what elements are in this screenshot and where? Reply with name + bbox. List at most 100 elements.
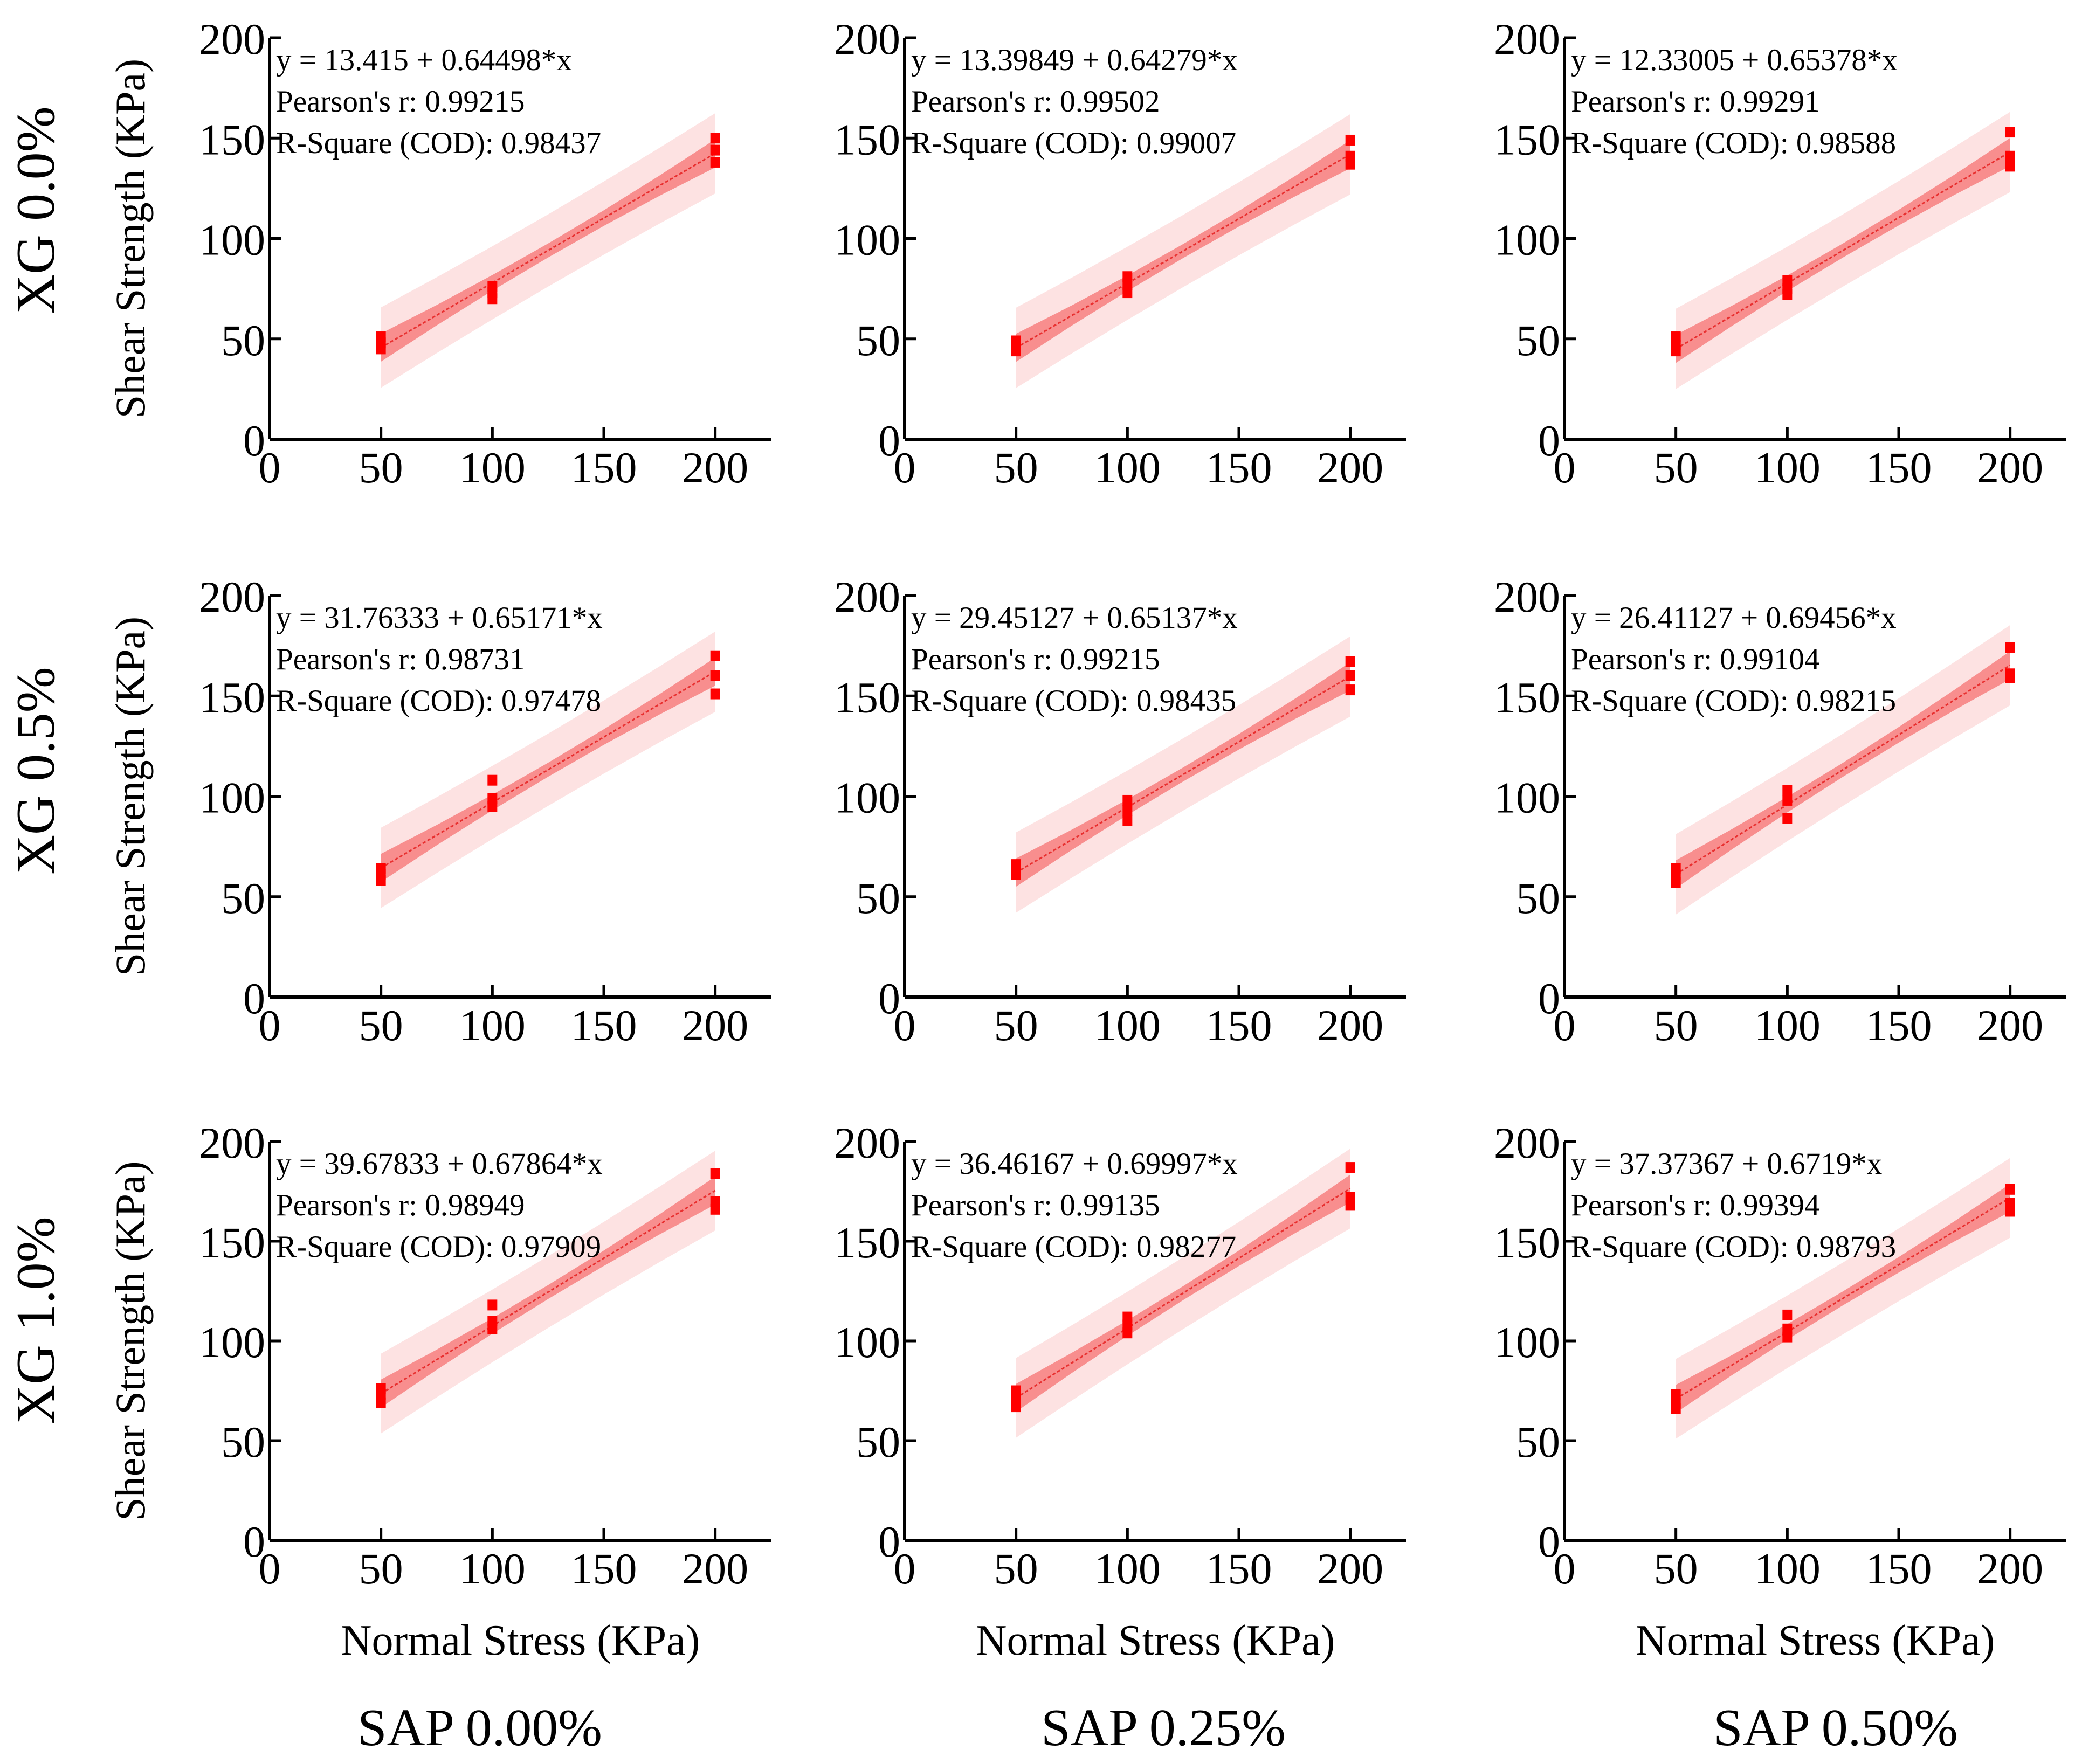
y-axis-title: Shear Strength (KPa) — [107, 1161, 154, 1520]
data-point — [1345, 656, 1355, 667]
fit-equation: y = 26.41127 + 0.69456*x — [1571, 601, 1897, 635]
x-tick-label: 150 — [1866, 443, 1932, 492]
confidence-band — [1016, 662, 1350, 887]
row-label-xg: XG 0.5% — [5, 667, 66, 874]
chart-panel: 0 50 100 150 200 0 50 100 150 200 y = 12.33005 + 0… — [1494, 15, 2066, 492]
data-point — [2005, 161, 2015, 172]
fit-equation: y = 13.39849 + 0.64279*x — [911, 43, 1238, 77]
fit-equation: y = 31.76333 + 0.65171*x — [276, 601, 603, 635]
data-point — [710, 1196, 720, 1207]
y-tick-label: 0 — [243, 974, 265, 1023]
y-tick-label: 200 — [834, 15, 900, 64]
y-tick-label: 200 — [199, 15, 265, 64]
x-tick-label: 50 — [359, 1544, 403, 1593]
data-point — [1122, 1311, 1133, 1323]
x-tick-label: 200 — [1977, 1544, 2043, 1593]
data-point — [710, 1168, 720, 1179]
y-tick-label: 0 — [878, 416, 900, 465]
y-tick-label: 50 — [221, 874, 265, 923]
y-tick-label: 200 — [199, 1118, 265, 1167]
x-tick-label: 150 — [1206, 1544, 1272, 1593]
data-point — [1782, 275, 1793, 286]
x-tick-label: 200 — [1977, 1001, 2043, 1050]
col-label-sap: SAP 0.50% — [1713, 1699, 1958, 1757]
x-tick-label: 50 — [1654, 443, 1698, 492]
pearson-r: Pearson's r: 0.99394 — [1571, 1188, 1819, 1222]
fit-line — [1015, 1187, 1351, 1399]
data-point — [1782, 1323, 1793, 1334]
x-axis-title: Normal Stress (KPa) — [341, 1617, 700, 1664]
x-tick-label: 200 — [682, 1544, 748, 1593]
chart-panel: 0 50 100 150 200 0 50 100 150 200 y = 26.41127 + 0… — [1494, 572, 2066, 1050]
fit-equation: y = 39.67833 + 0.67864*x — [276, 1147, 603, 1181]
confidence-band — [381, 658, 715, 882]
x-axis-title: Normal Stress (KPa) — [976, 1617, 1335, 1664]
x-tick-label: 100 — [1754, 443, 1821, 492]
y-tick-label: 50 — [856, 316, 900, 365]
fit-equation: y = 12.33005 + 0.65378*x — [1571, 43, 1898, 77]
confidence-band — [381, 139, 715, 362]
data-point — [1122, 815, 1133, 826]
x-tick-label: 150 — [1206, 443, 1272, 492]
r-square: R-Square (COD): 0.99007 — [911, 126, 1236, 160]
y-tick-label: 50 — [221, 316, 265, 365]
y-tick-label: 50 — [221, 1417, 265, 1466]
data-point — [1345, 1192, 1355, 1203]
r-square: R-Square (COD): 0.98435 — [911, 684, 1236, 718]
x-tick-label: 150 — [1206, 1001, 1272, 1050]
y-tick-label: 100 — [199, 1318, 265, 1367]
data-point — [1011, 1385, 1021, 1396]
r-square: R-Square (COD): 0.97909 — [276, 1230, 601, 1264]
data-point — [710, 156, 720, 168]
y-tick-label: 200 — [834, 1118, 900, 1167]
x-tick-label: 200 — [1317, 1544, 1383, 1593]
data-point — [1671, 863, 1681, 874]
y-tick-label: 0 — [1538, 974, 1560, 1023]
y-axis-title: Shear Strength (KPa) — [107, 617, 154, 976]
y-tick-label: 100 — [834, 1318, 900, 1367]
x-tick-label: 150 — [571, 443, 637, 492]
pearson-r: Pearson's r: 0.99215 — [911, 642, 1160, 676]
fit-equation: y = 29.45127 + 0.65137*x — [911, 601, 1238, 635]
x-tick-label: 0 — [259, 1544, 281, 1593]
y-tick-label: 200 — [834, 572, 900, 621]
data-point — [376, 863, 386, 874]
confidence-band — [1016, 140, 1350, 362]
chart-panel: 0 50 100 150 200 0 50 100 150 200 y = 13.415 + 0.6… — [107, 15, 771, 492]
data-point — [710, 144, 720, 156]
r-square: R-Square (COD): 0.98277 — [911, 1230, 1236, 1264]
y-tick-label: 100 — [199, 773, 265, 822]
x-axis-title: Normal Stress (KPa) — [1636, 1617, 1995, 1664]
r-square: R-Square (COD): 0.98793 — [1571, 1230, 1896, 1264]
x-tick-label: 0 — [894, 1544, 916, 1593]
data-point — [1345, 670, 1355, 681]
data-point — [1782, 785, 1793, 796]
y-tick-label: 200 — [1494, 572, 1560, 621]
data-point — [376, 331, 386, 343]
x-tick-label: 150 — [1866, 1544, 1932, 1593]
x-tick-label: 50 — [994, 443, 1038, 492]
data-point — [1122, 805, 1133, 816]
fit-equation: y = 36.46167 + 0.69997*x — [911, 1147, 1238, 1181]
r-square: R-Square (COD): 0.98588 — [1571, 126, 1896, 160]
fit-line — [380, 1189, 716, 1394]
y-tick-label: 0 — [243, 1517, 265, 1566]
chart-panel: 0 50 100 150 200 0 50 100 150 200 y = 36.46167 + 0… — [834, 1118, 1406, 1664]
r-square: R-Square (COD): 0.98215 — [1571, 684, 1896, 718]
pearson-r: Pearson's r: 0.99215 — [276, 85, 525, 119]
confidence-band — [1676, 137, 2010, 363]
data-point — [487, 1316, 498, 1326]
x-tick-label: 200 — [1977, 443, 2043, 492]
y-tick-label: 200 — [1494, 15, 1560, 64]
data-point — [1782, 813, 1793, 824]
r-square: R-Square (COD): 0.97478 — [276, 684, 601, 718]
y-tick-label: 150 — [834, 1218, 900, 1267]
x-tick-label: 50 — [994, 1544, 1038, 1593]
pearson-r: Pearson's r: 0.99502 — [911, 85, 1160, 119]
x-tick-label: 150 — [1866, 1001, 1932, 1050]
x-tick-label: 0 — [894, 1001, 916, 1050]
x-tick-label: 100 — [1754, 1544, 1821, 1593]
y-tick-label: 50 — [1516, 316, 1560, 365]
y-tick-label: 100 — [1494, 1318, 1560, 1367]
